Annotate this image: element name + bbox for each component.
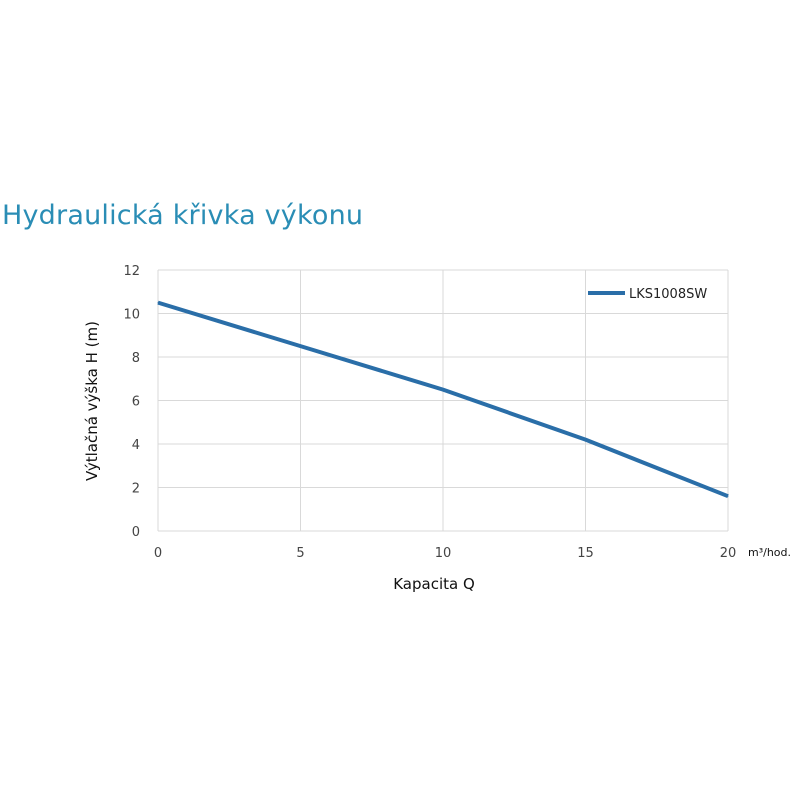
data-point	[157, 302, 159, 304]
data-point	[300, 345, 301, 347]
x-tick-label: 20	[720, 546, 737, 561]
series-layer	[157, 300, 729, 499]
legend-label: LKS1008SW	[629, 287, 707, 302]
x-axis-ticks: 0 5 10 15 20	[154, 546, 736, 561]
y-tick-label: 6	[132, 395, 140, 410]
y-tick-label: 2	[132, 482, 140, 497]
grid-lines	[157, 269, 729, 532]
data-point	[727, 495, 729, 497]
x-tick-label: 15	[577, 546, 594, 561]
y-tick-label: 10	[123, 308, 140, 323]
legend: LKS1008SW	[588, 287, 707, 302]
x-tick-label: 5	[296, 546, 304, 561]
y-axis-ticks: 0 2 4 6 8 10 12	[123, 264, 140, 540]
x-axis-title: Kapacita Q	[393, 575, 475, 593]
x-unit-label: m³/hod.	[748, 546, 791, 559]
data-point	[442, 389, 444, 391]
y-tick-label: 12	[123, 264, 140, 279]
x-tick-label: 0	[154, 546, 162, 561]
x-tick-label: 10	[435, 546, 452, 561]
y-tick-label: 4	[132, 438, 140, 453]
y-tick-label: 0	[132, 525, 140, 540]
y-axis-title: Výtlačná výška H (m)	[83, 321, 101, 481]
data-point	[585, 439, 586, 441]
chart-title: Hydraulická křivka výkonu	[2, 200, 364, 231]
y-tick-label: 8	[132, 351, 140, 366]
